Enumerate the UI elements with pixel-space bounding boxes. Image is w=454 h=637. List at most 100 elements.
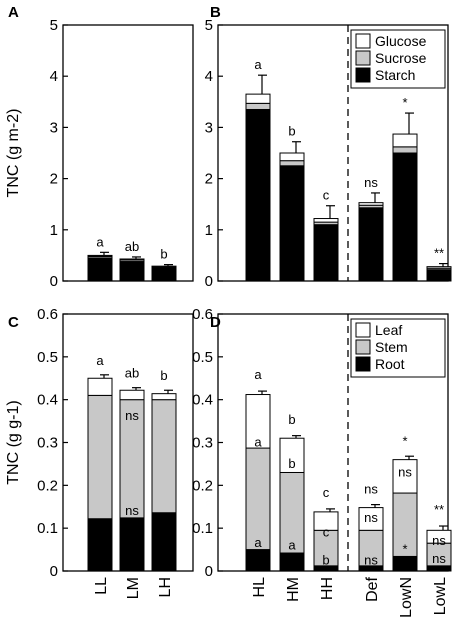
y-tick-label: 3 [50,119,58,136]
significance-label: ns [364,552,378,567]
panel-D: D 0 0.1 0.2 0.3 0.4 0.5 0.6 HL HM HH Def LowN LowL a a a… [192,306,452,618]
bar-stem [279,471,305,554]
y-tick-label: 4 [50,68,58,85]
y-axis-label: TNC (g g-1) [5,400,22,484]
legend-swatch [355,356,371,372]
significance-label: ab [125,239,139,254]
category-label: HM [285,577,302,602]
significance-label: a [254,367,262,382]
y-tick-label: 3 [205,119,213,136]
category-label: Def [364,576,381,601]
significance-label: b [288,124,295,139]
panel-label: A [8,4,19,21]
legend-swatch [355,322,371,338]
panel-label: C [8,314,19,331]
significance-label: ** [434,246,444,261]
legend-swatch [355,33,371,49]
y-tick-label: 0.4 [37,392,58,409]
legend-item: Starch [375,67,415,83]
panel-A: A 0 1 2 3 4 5 TNC (g m-2) a ab b [5,4,194,290]
significance-label: a [288,537,296,552]
bar-stem [87,394,113,520]
bar-leaf [279,437,305,473]
y-tick-label: 0.2 [37,477,58,494]
category-label: LowL [432,577,449,615]
bar-starch [119,261,145,282]
bar-stem [119,399,145,519]
bar-leaf [313,511,339,531]
y-tick-label: 1 [50,222,58,239]
significance-label: * [402,95,407,110]
bar-starch [358,207,384,282]
y-tick-label: 0 [205,273,213,290]
y-tick-label: 4 [205,68,213,85]
y-tick-label: 0.5 [192,349,213,366]
bar-glucose [245,93,271,104]
significance-label: c [323,524,330,539]
y-tick-label: 0.5 [37,349,58,366]
bar-starch [87,257,113,282]
bar-leaf [245,394,271,449]
significance-label: ns [364,510,378,525]
bar-starch [392,152,418,282]
bar-root [426,565,452,572]
bar-glucose [426,266,452,269]
bar-leaf [426,529,452,544]
legend-item: Leaf [375,322,402,338]
significance-label: a [96,353,104,368]
significance-label: c [323,485,330,500]
significance-label: c [323,188,330,203]
bar-root [151,512,177,572]
bar-glucose [313,218,339,223]
bar-root [245,549,271,572]
bar-glucose [358,202,384,206]
significance-label: ns [364,175,378,190]
y-tick-label: 0.6 [192,306,213,323]
legend-item: Glucose [375,33,427,49]
significance-label: * [402,542,407,557]
y-tick-label: 2 [50,171,58,188]
significance-label: b [288,456,295,471]
bar-stem [151,399,177,514]
bar-sucrose [279,160,305,167]
bar-glucose [392,133,418,148]
significance-label: ns [432,533,446,548]
significance-label: ns [432,551,446,566]
bar-starch [245,108,271,282]
bar-glucose [151,265,177,268]
bar-leaf [87,377,113,396]
significance-label: ns [125,503,139,518]
category-label: LL [93,577,110,595]
legend-item: Sucrose [375,50,427,66]
significance-label: b [322,552,329,567]
bar-starch [151,267,177,282]
significance-label: b [160,368,167,383]
bar-sucrose [245,102,271,110]
panel-C: C 0 0.1 0.2 0.3 0.4 0.5 0.6 TNC (g g-1) LL LM LH a ab… [5,306,194,599]
legend-item: Stem [375,339,408,355]
legend-swatch [355,67,371,83]
category-label: LM [125,577,142,599]
category-label: LH [157,577,174,597]
y-tick-label: 0 [50,273,58,290]
significance-label: ns [364,481,378,496]
significance-label: a [96,234,104,249]
bar-sucrose [392,146,418,154]
legend-item: Root [375,356,405,372]
bar-glucose [119,258,145,261]
category-label: LowN [398,577,415,618]
y-tick-label: 0.1 [37,520,58,537]
significance-label: a [254,435,262,450]
bar-root [279,552,305,572]
bar-leaf [358,507,384,531]
y-tick-label: 5 [50,17,58,34]
y-tick-label: 0.3 [37,435,58,452]
significance-label: a [254,57,262,72]
y-tick-label: 2 [205,171,213,188]
panel-label: B [210,4,221,21]
significance-label: ns [398,464,412,479]
